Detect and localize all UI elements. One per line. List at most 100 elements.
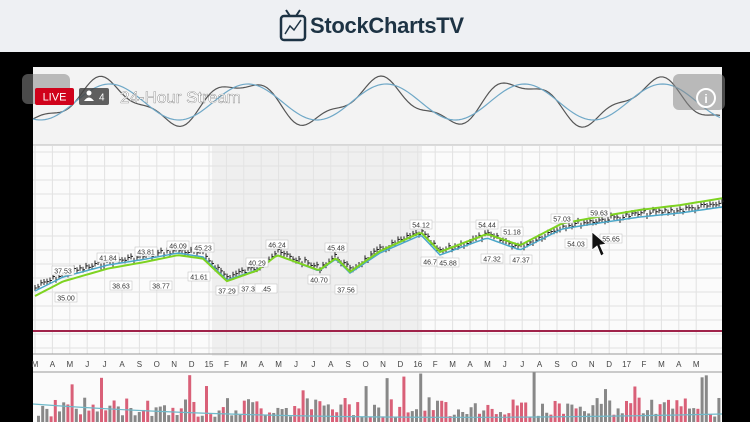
x-axis-label: J bbox=[85, 360, 89, 369]
volume-bar bbox=[364, 386, 368, 422]
x-axis-label: M bbox=[240, 360, 247, 369]
volume-bar bbox=[532, 372, 536, 422]
volume-bar bbox=[553, 400, 557, 422]
volume-bar bbox=[713, 416, 717, 422]
price-label: 55.65 bbox=[602, 237, 620, 244]
price-label: 54.44 bbox=[478, 223, 496, 230]
volume-bar bbox=[427, 397, 431, 422]
volume-bar bbox=[272, 412, 276, 422]
volume-bar bbox=[566, 403, 570, 422]
price-label-box bbox=[265, 239, 289, 250]
volume-bar bbox=[696, 408, 700, 422]
x-axis-label: S bbox=[137, 360, 142, 369]
volume-bar bbox=[37, 415, 40, 422]
volume-bar bbox=[599, 403, 603, 422]
price-label: 54.03 bbox=[567, 242, 585, 249]
x-axis-label: M bbox=[658, 360, 665, 369]
volume-bar bbox=[440, 400, 444, 422]
volume-bar bbox=[217, 410, 221, 422]
volume-bar bbox=[171, 407, 175, 422]
volume-bar bbox=[158, 406, 162, 422]
volume-bar bbox=[188, 375, 192, 422]
volume-bar bbox=[633, 386, 637, 422]
volume-bar bbox=[184, 399, 187, 422]
volume-bar bbox=[562, 413, 565, 422]
price-label-box bbox=[109, 280, 133, 291]
volume-bar bbox=[448, 416, 452, 422]
volume-bar bbox=[91, 404, 95, 422]
volume-bar bbox=[637, 397, 641, 422]
volume-bar bbox=[322, 405, 326, 422]
volume-bar bbox=[389, 399, 393, 422]
volume-bar bbox=[314, 399, 318, 422]
volume-bar bbox=[490, 408, 494, 422]
price-label: 45.48 bbox=[327, 246, 345, 253]
volume-bar bbox=[578, 406, 582, 422]
volume-bar bbox=[629, 403, 633, 422]
volume-bar bbox=[331, 409, 334, 422]
price-label-box bbox=[550, 213, 574, 224]
volume-bar bbox=[574, 408, 578, 422]
video-player: 37.53 35.00 41.84 38.63 43.81 38.77 46.09 45.23… bbox=[0, 52, 750, 422]
volume-bar bbox=[452, 414, 456, 422]
volume-bar bbox=[528, 416, 532, 422]
volume-bar bbox=[616, 408, 620, 422]
volume-bar bbox=[591, 405, 595, 422]
x-axis-label: A bbox=[676, 360, 682, 369]
x-axis-label: F bbox=[224, 360, 229, 369]
volume-bar bbox=[339, 404, 343, 422]
x-axis-label: M bbox=[484, 360, 491, 369]
volume-bar bbox=[226, 398, 229, 422]
volume-bar bbox=[192, 401, 196, 422]
volume-bar bbox=[221, 407, 225, 422]
x-axis-label: A bbox=[328, 360, 334, 369]
volume-bar bbox=[247, 399, 250, 422]
volume-bar bbox=[53, 399, 57, 422]
volume-bar bbox=[402, 376, 406, 422]
price-label: 41.84 bbox=[99, 256, 117, 263]
volume-bar bbox=[625, 400, 628, 422]
volume-bar bbox=[209, 414, 213, 422]
price-label: 35.00 bbox=[57, 296, 75, 303]
volume-bar bbox=[704, 375, 708, 422]
volume-bar bbox=[205, 386, 208, 422]
volume-bar bbox=[293, 406, 297, 422]
price-label: 45.88 bbox=[439, 261, 457, 268]
volume-bar bbox=[536, 415, 540, 422]
volume-bar bbox=[473, 403, 477, 422]
volume-bar bbox=[129, 408, 133, 422]
volume-bar bbox=[87, 410, 91, 422]
volume-bar bbox=[431, 410, 435, 422]
volume-bar bbox=[368, 416, 372, 422]
x-axis-label: M bbox=[66, 360, 73, 369]
x-axis-labels: M A M J J A S O N D 15 F M A M J J A S O N D 16 F M A M J J A S O N D 17 F M… bbox=[32, 360, 700, 369]
volume-bar bbox=[482, 410, 486, 422]
volume-bars bbox=[32, 372, 723, 422]
volume-bar bbox=[58, 411, 61, 422]
price-label-box bbox=[254, 283, 278, 294]
volume-bar bbox=[612, 414, 616, 422]
x-axis-label: M bbox=[32, 360, 39, 369]
x-axis-label: J bbox=[103, 360, 107, 369]
volume-bar bbox=[200, 415, 204, 422]
volume-bar bbox=[70, 384, 74, 422]
volume-bar bbox=[486, 404, 490, 422]
volume-bar bbox=[242, 400, 246, 422]
price-label-box bbox=[191, 242, 215, 253]
logo-icon bbox=[279, 9, 307, 42]
volume-bar bbox=[541, 403, 544, 422]
price-label: 46.09 bbox=[169, 244, 187, 251]
info-button[interactable] bbox=[696, 88, 716, 108]
volume-bar bbox=[520, 402, 523, 422]
x-axis-label: A bbox=[119, 360, 125, 369]
volume-bar bbox=[620, 413, 624, 422]
header: StockChartsTV bbox=[0, 0, 750, 52]
x-axis-label: D bbox=[398, 360, 404, 369]
price-label-box bbox=[334, 284, 358, 295]
x-axis-label: F bbox=[642, 360, 647, 369]
volume-bar bbox=[549, 414, 553, 422]
volume-bar bbox=[301, 390, 305, 422]
volume-bar bbox=[717, 397, 721, 422]
volume-bar bbox=[511, 399, 515, 422]
volume-bar bbox=[398, 406, 402, 422]
